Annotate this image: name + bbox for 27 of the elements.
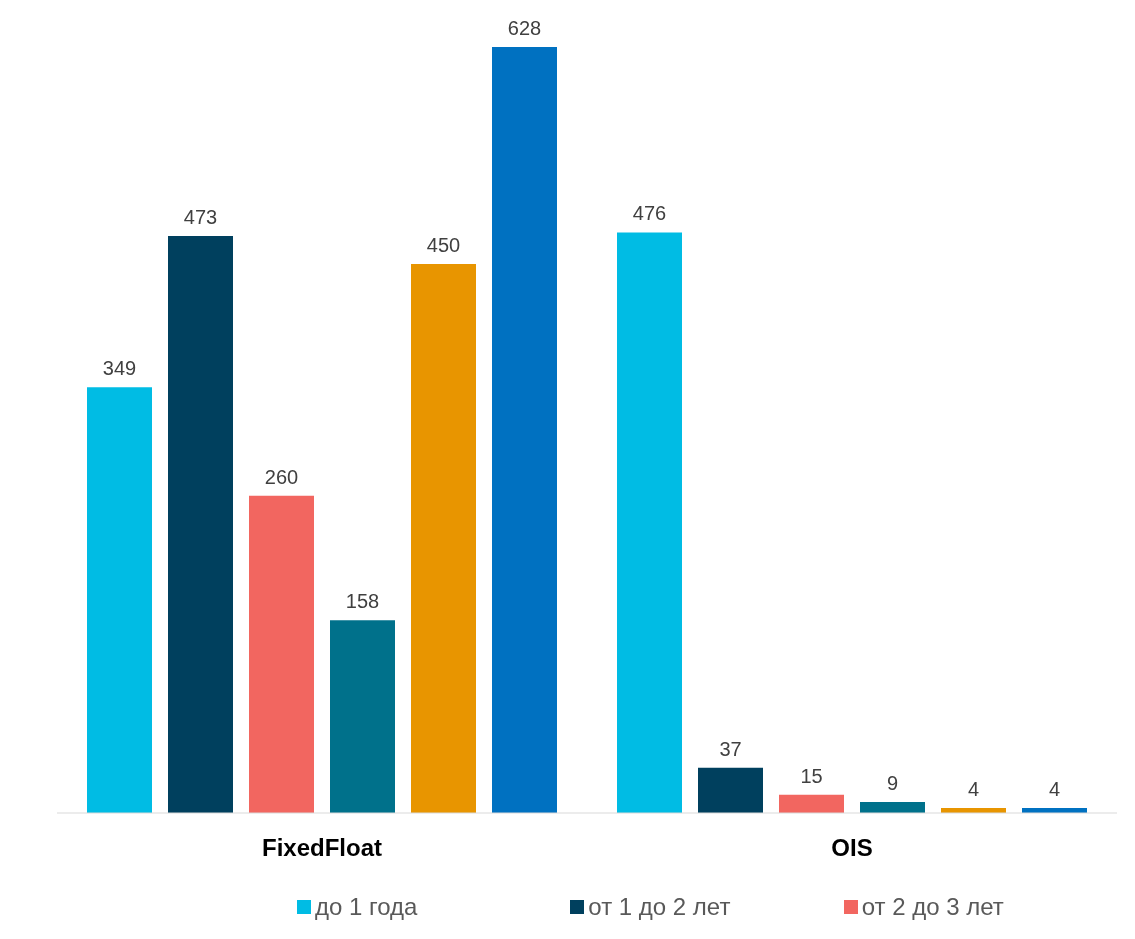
bar — [779, 794, 844, 813]
x-tick-label: OIS — [831, 834, 873, 862]
data-label: 4 — [1048, 778, 1061, 801]
legend-label: от 1 до 2 лет — [588, 893, 731, 921]
bar — [249, 495, 314, 813]
data-label: 158 — [345, 590, 380, 613]
data-label: 260 — [264, 465, 299, 488]
bar — [168, 236, 233, 813]
bar — [330, 620, 395, 813]
bar — [698, 767, 763, 813]
data-label: 9 — [886, 772, 899, 795]
bar — [617, 232, 682, 813]
bar — [492, 47, 557, 813]
data-label: 450 — [426, 234, 461, 257]
bar — [411, 264, 476, 813]
legend-label: от 2 до 3 лет — [861, 893, 1004, 921]
data-label: 349 — [102, 357, 137, 380]
data-label: 15 — [800, 764, 823, 787]
legend-label: до 1 года — [315, 893, 418, 921]
x-tick-label: FixedFloat — [261, 834, 383, 862]
data-label: 476 — [632, 202, 667, 225]
data-label: 4 — [967, 778, 980, 801]
bar — [860, 802, 925, 813]
data-label: 628 — [507, 17, 542, 39]
data-label: 37 — [719, 737, 742, 760]
data-label: 473 — [183, 206, 218, 229]
bar — [87, 387, 152, 813]
